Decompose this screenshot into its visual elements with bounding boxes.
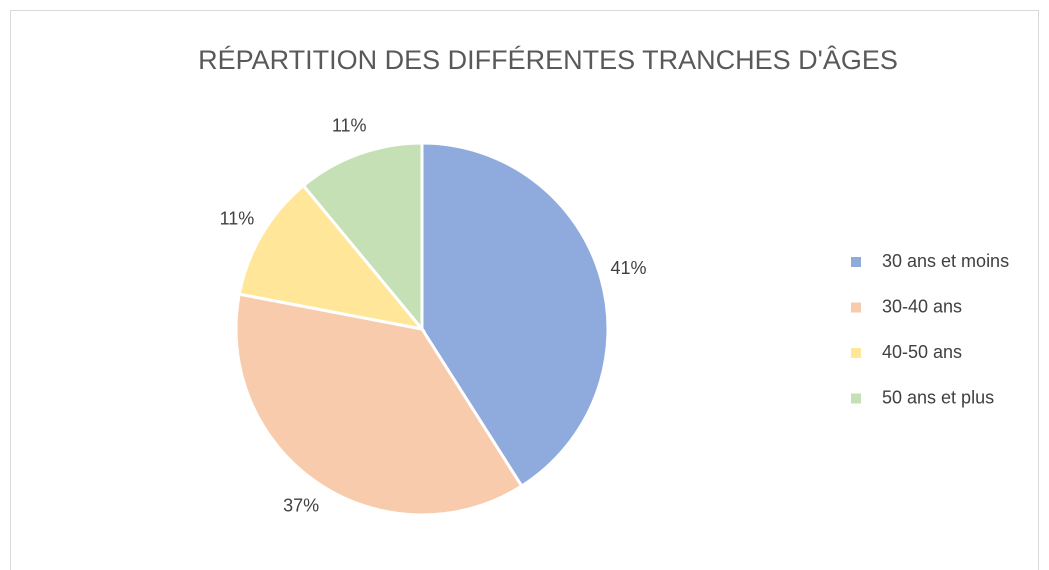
legend-swatch <box>851 348 861 358</box>
data-label: 11% <box>220 208 255 228</box>
legend-swatch <box>851 257 861 267</box>
pie-slice <box>301 141 424 334</box>
data-label: 41% <box>610 258 646 278</box>
legend-swatch <box>851 302 861 313</box>
pie-slice <box>234 292 524 517</box>
legend-label: 30-40 ans <box>882 296 962 316</box>
chart-title: RÉPARTITION DES DIFFÉRENTES TRANCHES D'Â… <box>198 44 898 75</box>
legend-label: 50 ans et plus <box>882 387 994 407</box>
data-label: 11% <box>332 115 367 135</box>
data-label: 37% <box>283 496 319 516</box>
legend-label: 40-50 ans <box>882 342 962 362</box>
pie-slice <box>237 183 426 332</box>
legend-swatch <box>851 393 861 404</box>
legend-label: 30 ans et moins <box>882 251 1009 271</box>
